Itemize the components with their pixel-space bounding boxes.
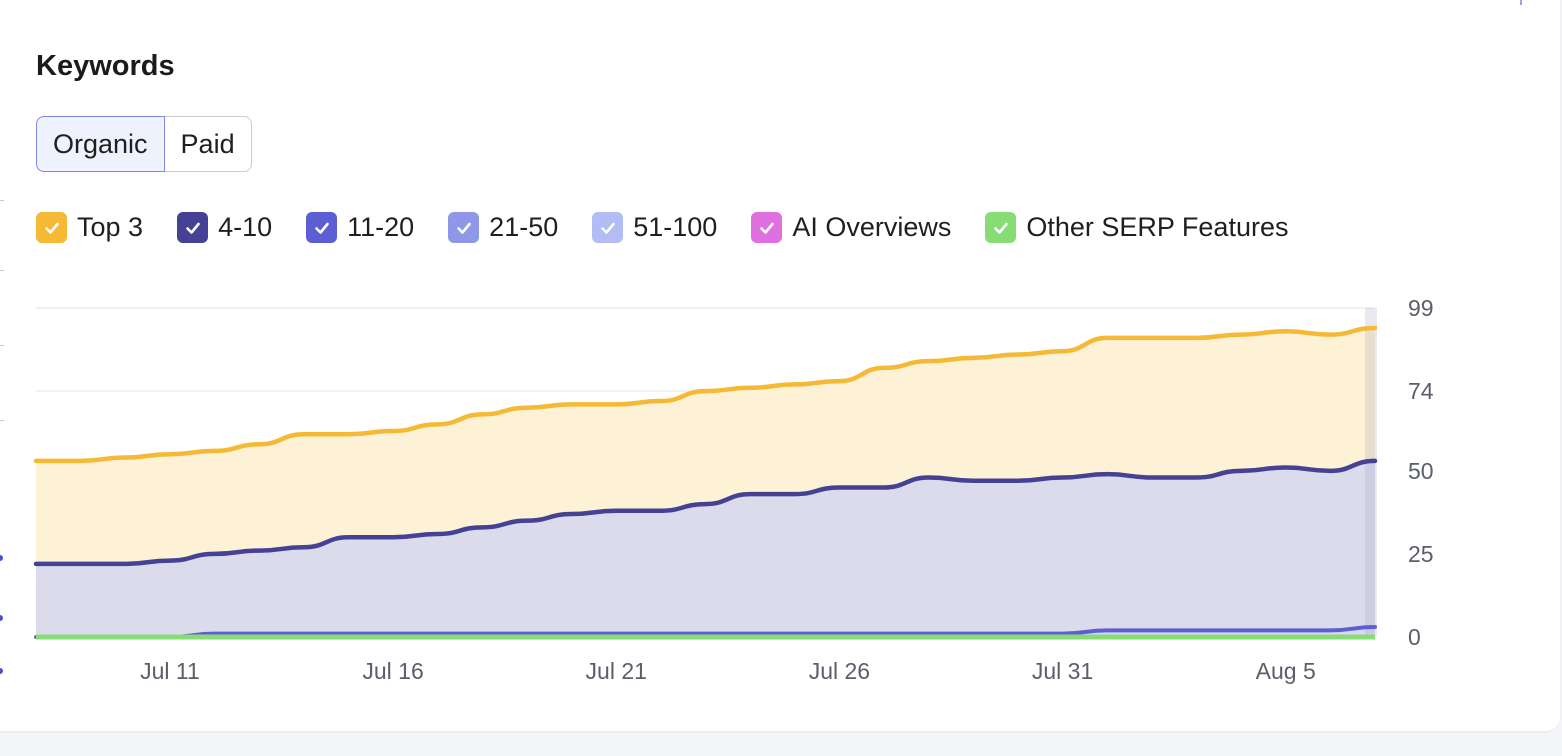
series-line-top-3 bbox=[33, 325, 1378, 464]
legend-item-ai-overviews[interactable]: AI Overviews bbox=[751, 212, 951, 243]
legend-label: 21-50 bbox=[489, 212, 559, 242]
chart-legend: Top 3 4-10 11-20 21-50 51-100 AI Overviews Oth… bbox=[36, 212, 1322, 243]
series-line-11-20 bbox=[34, 625, 1377, 639]
hover-column bbox=[1365, 308, 1377, 637]
x-tick-label: Aug 5 bbox=[1256, 658, 1316, 684]
legend-checkbox[interactable] bbox=[177, 212, 209, 243]
legend-item-51-100[interactable]: 51-100 bbox=[592, 212, 717, 243]
legend-item-4-10[interactable]: 4-10 bbox=[177, 212, 272, 243]
legend-checkbox[interactable] bbox=[985, 212, 1017, 243]
check-icon bbox=[456, 222, 471, 234]
series-line-4-10 bbox=[33, 458, 1378, 567]
legend-item-21-50[interactable]: 21-50 bbox=[448, 212, 558, 243]
legend-label: Top 3 bbox=[77, 212, 144, 242]
check-icon bbox=[314, 222, 329, 234]
check-icon bbox=[760, 222, 774, 234]
legend-label: 11-20 bbox=[347, 212, 415, 242]
section-title: Keywords bbox=[36, 50, 175, 82]
legend-label: 4-10 bbox=[218, 212, 273, 242]
x-tick-label: Jul 21 bbox=[586, 658, 647, 684]
y-tick-label: 0 bbox=[1408, 624, 1421, 650]
legend-checkbox[interactable] bbox=[306, 212, 338, 243]
legend-checkbox[interactable] bbox=[36, 212, 67, 243]
legend-checkbox[interactable] bbox=[592, 212, 624, 243]
organic-tab[interactable]: Organic bbox=[36, 116, 165, 172]
area-top-3 bbox=[36, 327, 1375, 564]
y-tick-label: 25 bbox=[1408, 541, 1434, 567]
legend-label: AI Overviews bbox=[792, 212, 952, 242]
legend-item-top-3[interactable]: Top 3 bbox=[36, 212, 143, 243]
scroll-indicator bbox=[1520, 0, 1522, 5]
check-icon bbox=[185, 222, 200, 234]
legend-label: 51-100 bbox=[633, 212, 718, 242]
x-tick-label: Jul 16 bbox=[362, 658, 423, 684]
x-tick-label: Jul 11 bbox=[140, 658, 200, 684]
area-4-10 bbox=[36, 460, 1375, 637]
legend-item-11-20[interactable]: 11-20 bbox=[306, 212, 414, 243]
organic-paid-toggle: Organic Paid bbox=[36, 116, 252, 172]
legend-label: Other SERP Features bbox=[1026, 212, 1289, 242]
check-icon bbox=[994, 222, 1008, 234]
check-icon bbox=[44, 222, 59, 234]
adjacent-chart-edge bbox=[0, 190, 6, 690]
legend-item-other-serp-features[interactable]: Other SERP Features bbox=[985, 212, 1288, 243]
check-icon bbox=[600, 222, 615, 234]
x-tick-label: Jul 31 bbox=[1032, 658, 1093, 684]
x-tick-label: Jul 26 bbox=[809, 658, 870, 684]
legend-checkbox[interactable] bbox=[448, 212, 480, 243]
y-tick-label: 50 bbox=[1408, 458, 1434, 484]
paid-tab[interactable]: Paid bbox=[164, 116, 252, 172]
legend-checkbox[interactable] bbox=[751, 212, 783, 243]
y-tick-label: 74 bbox=[1408, 378, 1434, 404]
y-tick-label: 99 bbox=[1408, 295, 1434, 321]
